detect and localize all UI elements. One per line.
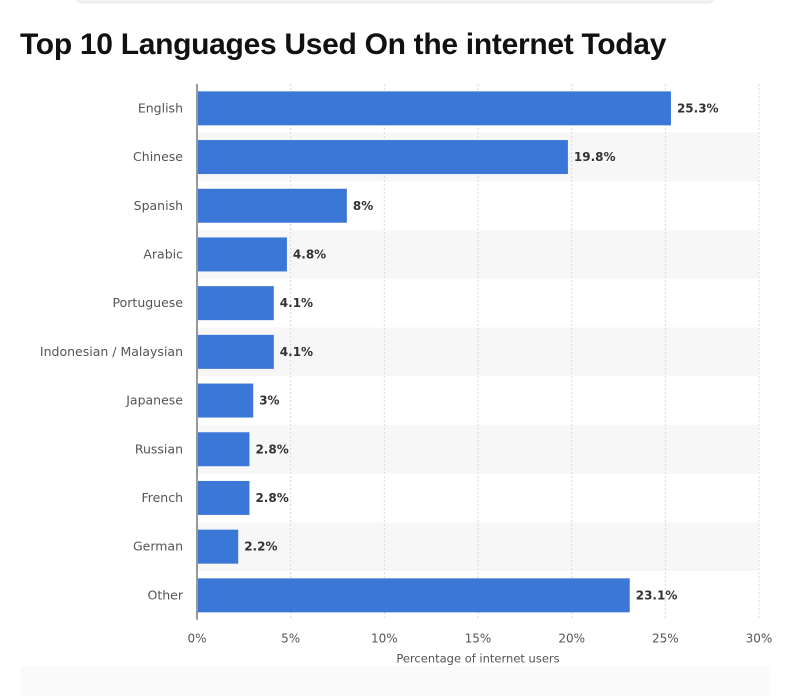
bar <box>198 334 274 369</box>
bar <box>198 91 671 126</box>
category-label: German <box>133 539 183 554</box>
top-search-strip <box>75 0 715 2</box>
bar <box>198 480 250 515</box>
category-label: Indonesian / Malaysian <box>40 344 183 359</box>
bar <box>198 383 254 418</box>
row-band <box>197 230 759 279</box>
category-label: Arabic <box>143 246 183 261</box>
x-tick-label: 0% <box>187 632 206 646</box>
bar <box>198 578 630 613</box>
value-label: 19.8% <box>574 150 616 164</box>
value-label: 4.1% <box>280 345 313 359</box>
bar <box>198 237 287 272</box>
value-label: 3% <box>259 394 279 408</box>
x-axis-title: Percentage of internet users <box>396 652 559 666</box>
chart-title: Top 10 Languages Used On the internet To… <box>20 28 667 61</box>
category-label: Spanish <box>134 198 183 213</box>
category-label: French <box>141 490 183 505</box>
value-label: 2.2% <box>244 540 277 554</box>
value-label: 25.3% <box>677 101 719 115</box>
value-label: 23.1% <box>636 588 678 602</box>
x-tick-label: 20% <box>558 632 585 646</box>
row-band <box>197 522 759 571</box>
bar <box>198 286 274 321</box>
value-label: 8% <box>353 199 373 213</box>
bar <box>198 432 250 467</box>
bar <box>198 529 239 564</box>
x-tick-label: 25% <box>652 632 679 646</box>
category-label: Portuguese <box>113 295 184 310</box>
value-label: 2.8% <box>255 442 288 456</box>
category-label: Japanese <box>125 393 183 408</box>
category-label: Russian <box>135 441 183 456</box>
bar <box>198 140 568 175</box>
x-tick-label: 30% <box>746 632 773 646</box>
bottom-strip <box>20 666 770 696</box>
x-tick-label: 15% <box>465 632 492 646</box>
x-tick-label: 10% <box>371 632 398 646</box>
x-tick-label: 5% <box>281 632 300 646</box>
category-label: Chinese <box>133 149 183 164</box>
category-label: Other <box>148 587 184 602</box>
value-label: 4.8% <box>293 247 326 261</box>
value-label: 2.8% <box>255 491 288 505</box>
value-label: 4.1% <box>280 296 313 310</box>
bar <box>198 188 347 223</box>
category-label: English <box>138 100 183 115</box>
